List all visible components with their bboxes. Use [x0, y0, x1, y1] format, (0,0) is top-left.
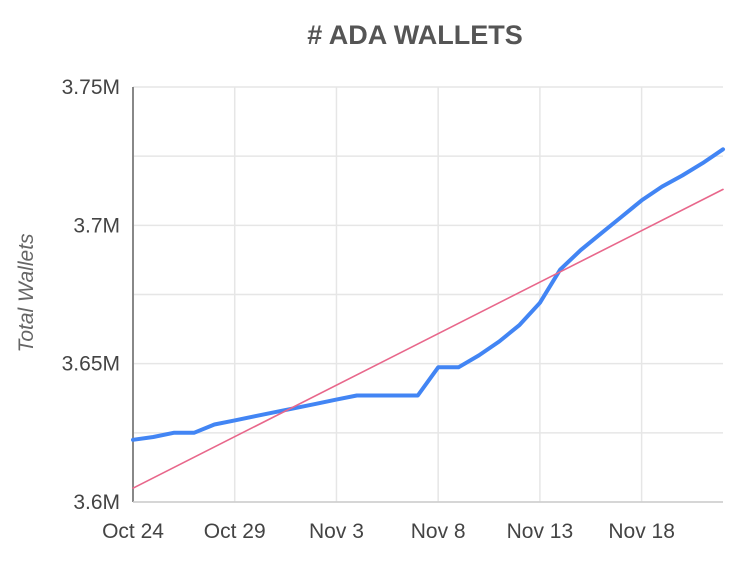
- x-tick-label: Nov 3: [309, 520, 364, 543]
- x-tick-label: Oct 24: [102, 520, 164, 543]
- x-tick-label: Nov 13: [507, 520, 574, 543]
- y-tick-label: 3.65M: [62, 353, 120, 376]
- y-tick-label: 3.6M: [73, 491, 120, 514]
- series-line-wallets: [131, 147, 725, 442]
- x-tick-label: Nov 8: [411, 520, 466, 543]
- x-tick-label: Oct 29: [204, 520, 266, 543]
- x-tick-label: Nov 18: [608, 520, 675, 543]
- trendline: [132, 188, 724, 490]
- chart-title: # ADA WALLETS: [307, 20, 523, 50]
- y-axis-label: Total Wallets: [15, 233, 38, 353]
- y-tick-label: 3.7M: [73, 214, 120, 237]
- y-tick-label: 3.75M: [62, 76, 120, 99]
